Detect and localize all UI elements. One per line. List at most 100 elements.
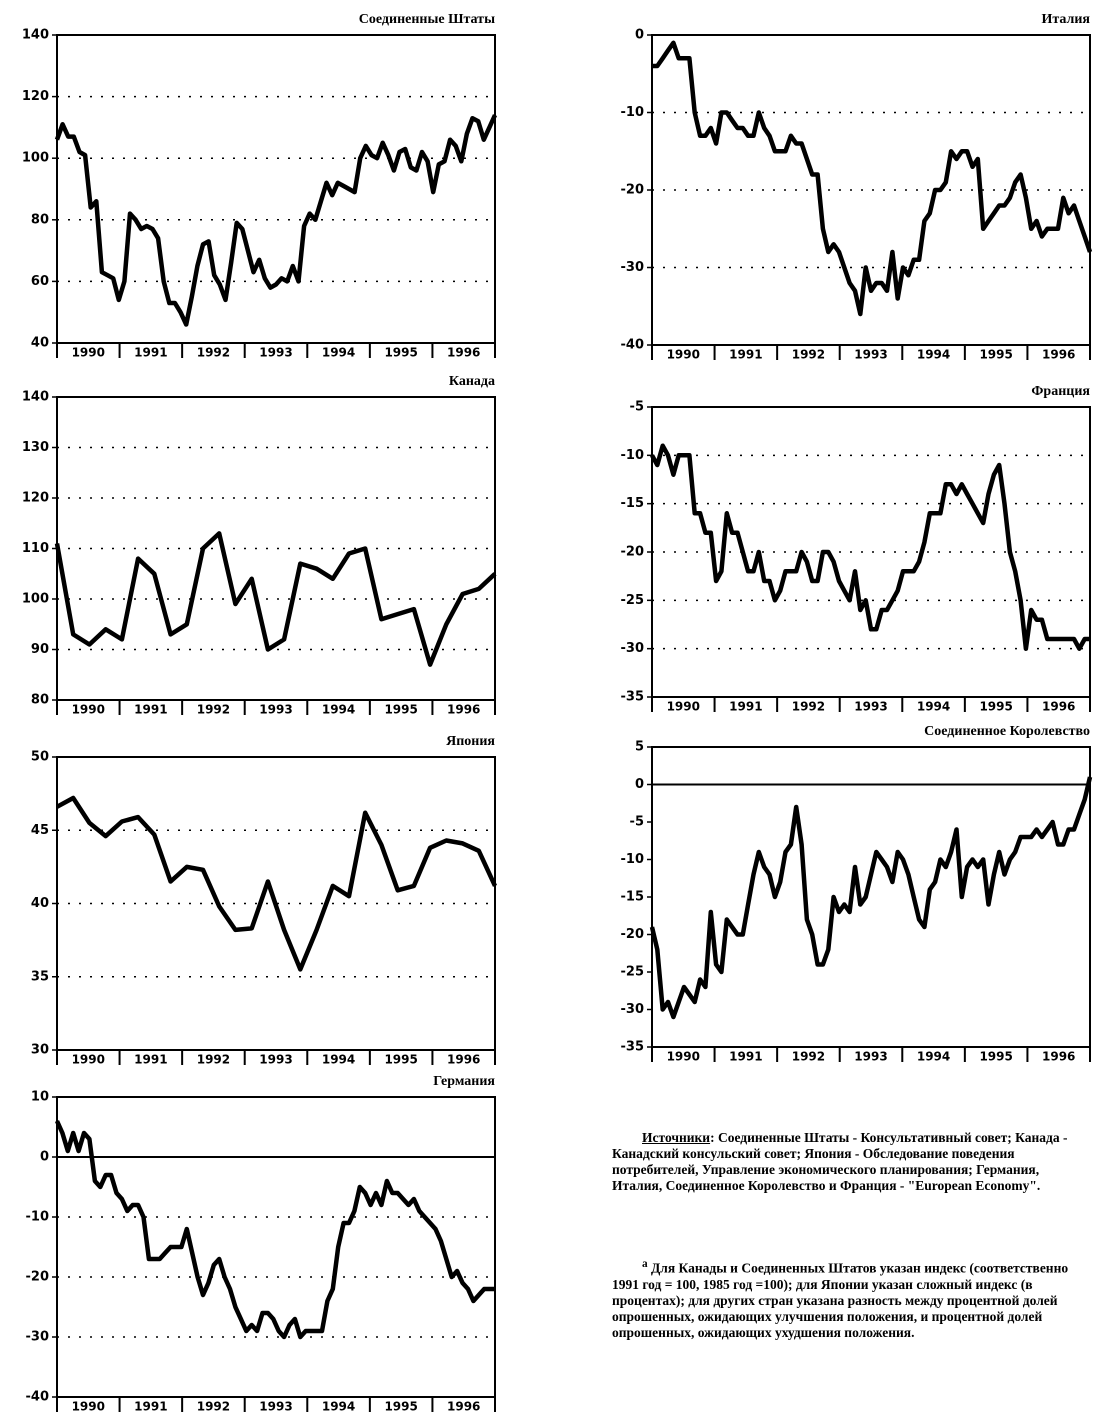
x-tick-label: 1993 <box>259 1400 292 1414</box>
x-tick-label: 1995 <box>979 1050 1012 1064</box>
data-line <box>54 1120 495 1340</box>
y-tick-label: 80 <box>31 693 49 708</box>
y-tick-label: -5 <box>630 815 644 830</box>
data-line <box>649 776 1093 1020</box>
x-tick-label: 1991 <box>729 348 762 362</box>
chart-title: Соединенное Королевство <box>924 724 1090 739</box>
y-tick-label: -35 <box>621 690 645 705</box>
x-tick-label: 1993 <box>854 1050 887 1064</box>
x-tick-label: 1991 <box>134 1400 167 1414</box>
plot-frame <box>651 406 1091 698</box>
data-line <box>54 114 498 327</box>
x-tick-label: 1995 <box>979 348 1012 362</box>
y-tick-label: 0 <box>635 28 644 43</box>
x-tick-label: 1992 <box>197 346 230 360</box>
x-tick-label: 1996 <box>1042 700 1075 714</box>
plot-frame <box>651 746 1091 1048</box>
x-tick-label: 1994 <box>917 1050 950 1064</box>
x-tick-label: 1992 <box>197 703 230 717</box>
chart: Канада 80 90 100 110 120 130 140 1990 1991 1992 199… <box>22 374 497 717</box>
y-tick-label: -10 <box>621 852 645 867</box>
y-tick-label: 0 <box>635 777 644 792</box>
x-tick-label: 1992 <box>792 700 825 714</box>
x-tick-label: 1994 <box>917 700 950 714</box>
x-tick-label: 1994 <box>322 1400 355 1414</box>
x-tick-label: 1995 <box>979 700 1012 714</box>
x-tick-label: 1990 <box>667 348 700 362</box>
x-tick-label: 1992 <box>197 1053 230 1067</box>
sources-label: Источники <box>642 1130 711 1145</box>
y-tick-label: 30 <box>31 1043 49 1058</box>
x-tick-label: 1990 <box>72 703 105 717</box>
chart-title: Соединенные Штаты <box>359 12 495 27</box>
y-tick-label: 80 <box>31 212 49 227</box>
plot-frame <box>56 1096 496 1398</box>
x-tick-label: 1993 <box>259 1053 292 1067</box>
y-tick-label: -15 <box>621 890 645 905</box>
chart-title: Италия <box>1041 12 1090 27</box>
plot-frame <box>651 34 1091 346</box>
footnote-marker: a <box>642 1258 648 1270</box>
data-line <box>54 531 497 667</box>
x-tick-label: 1993 <box>854 700 887 714</box>
x-tick-label: 1994 <box>917 348 950 362</box>
chart-title: Япония <box>446 734 495 749</box>
y-tick-label: 5 <box>635 740 644 755</box>
x-tick-label: 1991 <box>729 1050 762 1064</box>
x-tick-label: 1996 <box>447 1400 480 1414</box>
y-tick-label: -20 <box>621 927 645 942</box>
y-tick-label: -20 <box>621 545 645 560</box>
y-tick-label: -15 <box>621 496 645 511</box>
x-tick-label: 1993 <box>259 346 292 360</box>
x-tick-label: 1990 <box>667 700 700 714</box>
y-tick-label: -30 <box>621 641 645 656</box>
y-tick-label: -25 <box>621 965 645 980</box>
plot-frame <box>56 34 496 344</box>
y-tick-label: 50 <box>31 750 49 765</box>
data-line <box>55 795 498 972</box>
y-tick-label: -20 <box>621 183 645 198</box>
chart: Франция -35 -30 -25 -20 -15 -10 -5 1990 1991 1992 1… <box>621 384 1091 714</box>
chart: Соединенное Королевство -35 -30 -25 -20 -15 -1… <box>621 724 1093 1064</box>
chart-title: Германия <box>433 1074 495 1089</box>
x-tick-label: 1994 <box>322 346 355 360</box>
chart: Япония 30 35 40 45 50 1990 1991 1992 1993 1994 1995… <box>31 734 498 1067</box>
footnote: a Для Канады и Соединенных Штатов указан… <box>612 1256 1082 1341</box>
y-tick-label: -30 <box>26 1330 50 1345</box>
y-tick-label: -30 <box>621 260 645 275</box>
sources-text: : Соединенные Штаты - Консультативный со… <box>612 1130 1068 1193</box>
chart: Германия -40 -30 -20 -10 0 10 1990 1991 1992 1993 1… <box>26 1074 496 1414</box>
chart: Соединенные Штаты 40 60 80 100 120 140 1990 1991… <box>22 12 498 360</box>
x-tick-label: 1990 <box>72 346 105 360</box>
x-tick-label: 1991 <box>729 700 762 714</box>
x-tick-label: 1991 <box>134 346 167 360</box>
y-tick-label: 10 <box>31 1090 49 1105</box>
x-tick-label: 1996 <box>1042 348 1075 362</box>
x-tick-label: 1996 <box>447 346 480 360</box>
chart-title: Канада <box>449 374 495 389</box>
sources: Источники: Соединенные Штаты - Консульта… <box>612 1130 1082 1194</box>
y-tick-label: 120 <box>22 89 49 104</box>
y-tick-label: 35 <box>31 969 49 984</box>
y-tick-label: 130 <box>22 440 49 455</box>
y-tick-label: 110 <box>22 541 49 556</box>
y-tick-label: 40 <box>31 336 49 351</box>
x-tick-label: 1992 <box>197 1400 230 1414</box>
y-tick-label: 60 <box>31 274 49 289</box>
data-line <box>652 40 1093 317</box>
y-tick-label: -10 <box>26 1210 50 1225</box>
x-tick-label: 1990 <box>72 1400 105 1414</box>
y-tick-label: -30 <box>621 1002 645 1017</box>
y-tick-label: 100 <box>22 151 49 166</box>
y-tick-label: -10 <box>621 105 645 120</box>
y-tick-label: -40 <box>26 1390 50 1405</box>
y-tick-label: -25 <box>621 593 645 608</box>
x-tick-label: 1995 <box>384 1400 417 1414</box>
plot-frame <box>56 756 496 1051</box>
x-tick-label: 1993 <box>854 348 887 362</box>
y-tick-label: -10 <box>621 448 645 463</box>
x-tick-label: 1990 <box>667 1050 700 1064</box>
y-tick-label: 40 <box>31 896 49 911</box>
x-tick-label: 1992 <box>792 348 825 362</box>
